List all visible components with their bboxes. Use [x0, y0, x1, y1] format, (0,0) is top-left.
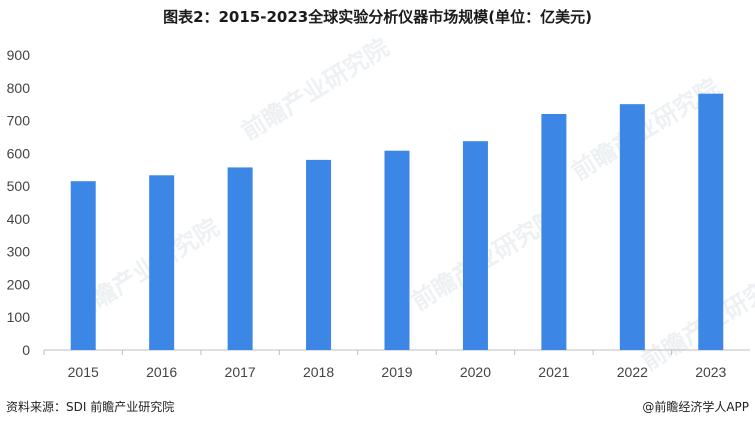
- x-tick-label: 2022: [617, 364, 648, 380]
- y-tick-label: 0: [22, 342, 30, 358]
- y-tick-label: 300: [7, 244, 31, 260]
- source-note: 资料来源：SDI 前瞻产业研究院: [6, 400, 175, 414]
- bar-2023: [698, 93, 724, 350]
- x-tick-label: 2019: [381, 364, 412, 380]
- x-tick-label: 2016: [146, 364, 177, 380]
- y-tick-label: 900: [7, 47, 31, 63]
- y-tick-label: 700: [7, 113, 31, 129]
- y-tick-label: 600: [7, 145, 31, 161]
- y-tick-label: 100: [7, 309, 31, 325]
- bar-2019: [384, 150, 410, 350]
- bar-2022: [619, 104, 645, 351]
- y-tick-label: 400: [7, 211, 31, 227]
- brand-label: @前瞻经济学人APP: [642, 400, 749, 414]
- bar-2015: [70, 181, 96, 350]
- bar-2017: [227, 167, 253, 350]
- chart-title: 图表2：2015-2023全球实验分析仪器市场规模(单位：亿美元): [163, 8, 592, 26]
- y-tick-label: 800: [7, 80, 31, 96]
- bar-2020: [462, 141, 488, 350]
- x-tick-label: 2017: [225, 364, 256, 380]
- x-tick-label: 2020: [460, 364, 491, 380]
- y-tick-label: 500: [7, 178, 31, 194]
- x-tick-label: 2015: [68, 364, 99, 380]
- x-tick-label: 2021: [538, 364, 569, 380]
- bar-2016: [149, 175, 175, 350]
- x-tick-label: 2023: [695, 364, 726, 380]
- x-tick-label: 2018: [303, 364, 334, 380]
- y-tick-label: 200: [7, 276, 31, 292]
- bar-2021: [541, 114, 567, 350]
- bar-2018: [306, 159, 332, 350]
